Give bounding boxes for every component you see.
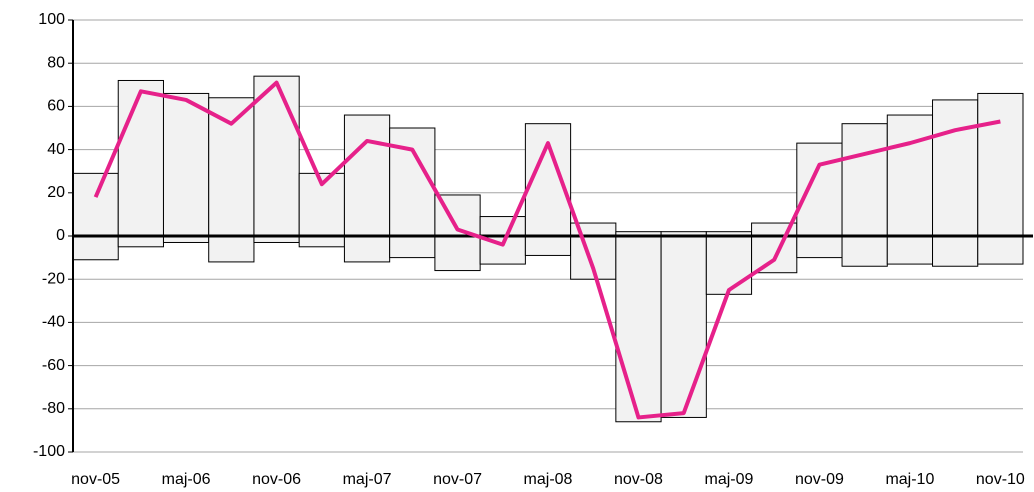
bar [298, 235, 345, 248]
bar [208, 235, 255, 263]
bar [162, 92, 210, 237]
bar [253, 75, 300, 237]
x-tick-label: nov-05 [71, 471, 120, 488]
x-tick-label: maj-09 [704, 471, 753, 488]
bar [72, 235, 119, 261]
y-tick-label: 100 [38, 11, 65, 28]
x-tick-label: maj-08 [524, 471, 573, 488]
bar [841, 235, 888, 267]
y-tick-label: 80 [47, 54, 65, 71]
y-tick-label: 20 [47, 184, 65, 201]
x-tick-label: maj-10 [885, 471, 934, 488]
bar [343, 235, 391, 263]
bar [615, 235, 662, 423]
bar [977, 92, 1024, 237]
bar [841, 123, 888, 237]
y-tick-label: -80 [42, 400, 65, 417]
bar [886, 114, 934, 237]
y-tick-label: -20 [42, 270, 65, 287]
bar [72, 172, 119, 237]
x-tick-label: maj-07 [343, 471, 392, 488]
bar [977, 235, 1024, 265]
x-tick-label: nov-07 [433, 471, 482, 488]
bar [479, 216, 526, 237]
bar [434, 235, 481, 272]
bar [660, 235, 707, 418]
y-tick-label: 60 [47, 98, 65, 115]
bar [389, 127, 436, 237]
y-tick-label: 0 [56, 227, 65, 244]
y-tick-label: -60 [42, 357, 65, 374]
bar [796, 235, 843, 259]
y-tick-label: 40 [47, 141, 65, 158]
bar [208, 97, 255, 237]
y-tick-label: -100 [33, 443, 65, 460]
bar [932, 99, 979, 237]
bar [117, 79, 164, 237]
x-tick-label: nov-06 [252, 471, 301, 488]
bar [796, 142, 843, 237]
bar [117, 235, 164, 248]
line [93, 80, 1001, 420]
bar [886, 235, 934, 265]
bar [751, 235, 798, 274]
bar [343, 114, 391, 237]
bar [524, 235, 572, 256]
x-tick-label: nov-10 [976, 471, 1025, 488]
bar [932, 235, 979, 267]
bar [389, 235, 436, 259]
x-tick-label: nov-09 [795, 471, 844, 488]
x-tick-label: nov-08 [614, 471, 663, 488]
x-tick-label: maj-06 [162, 471, 211, 488]
bar [705, 235, 753, 295]
y-tick-label: -40 [42, 314, 65, 331]
